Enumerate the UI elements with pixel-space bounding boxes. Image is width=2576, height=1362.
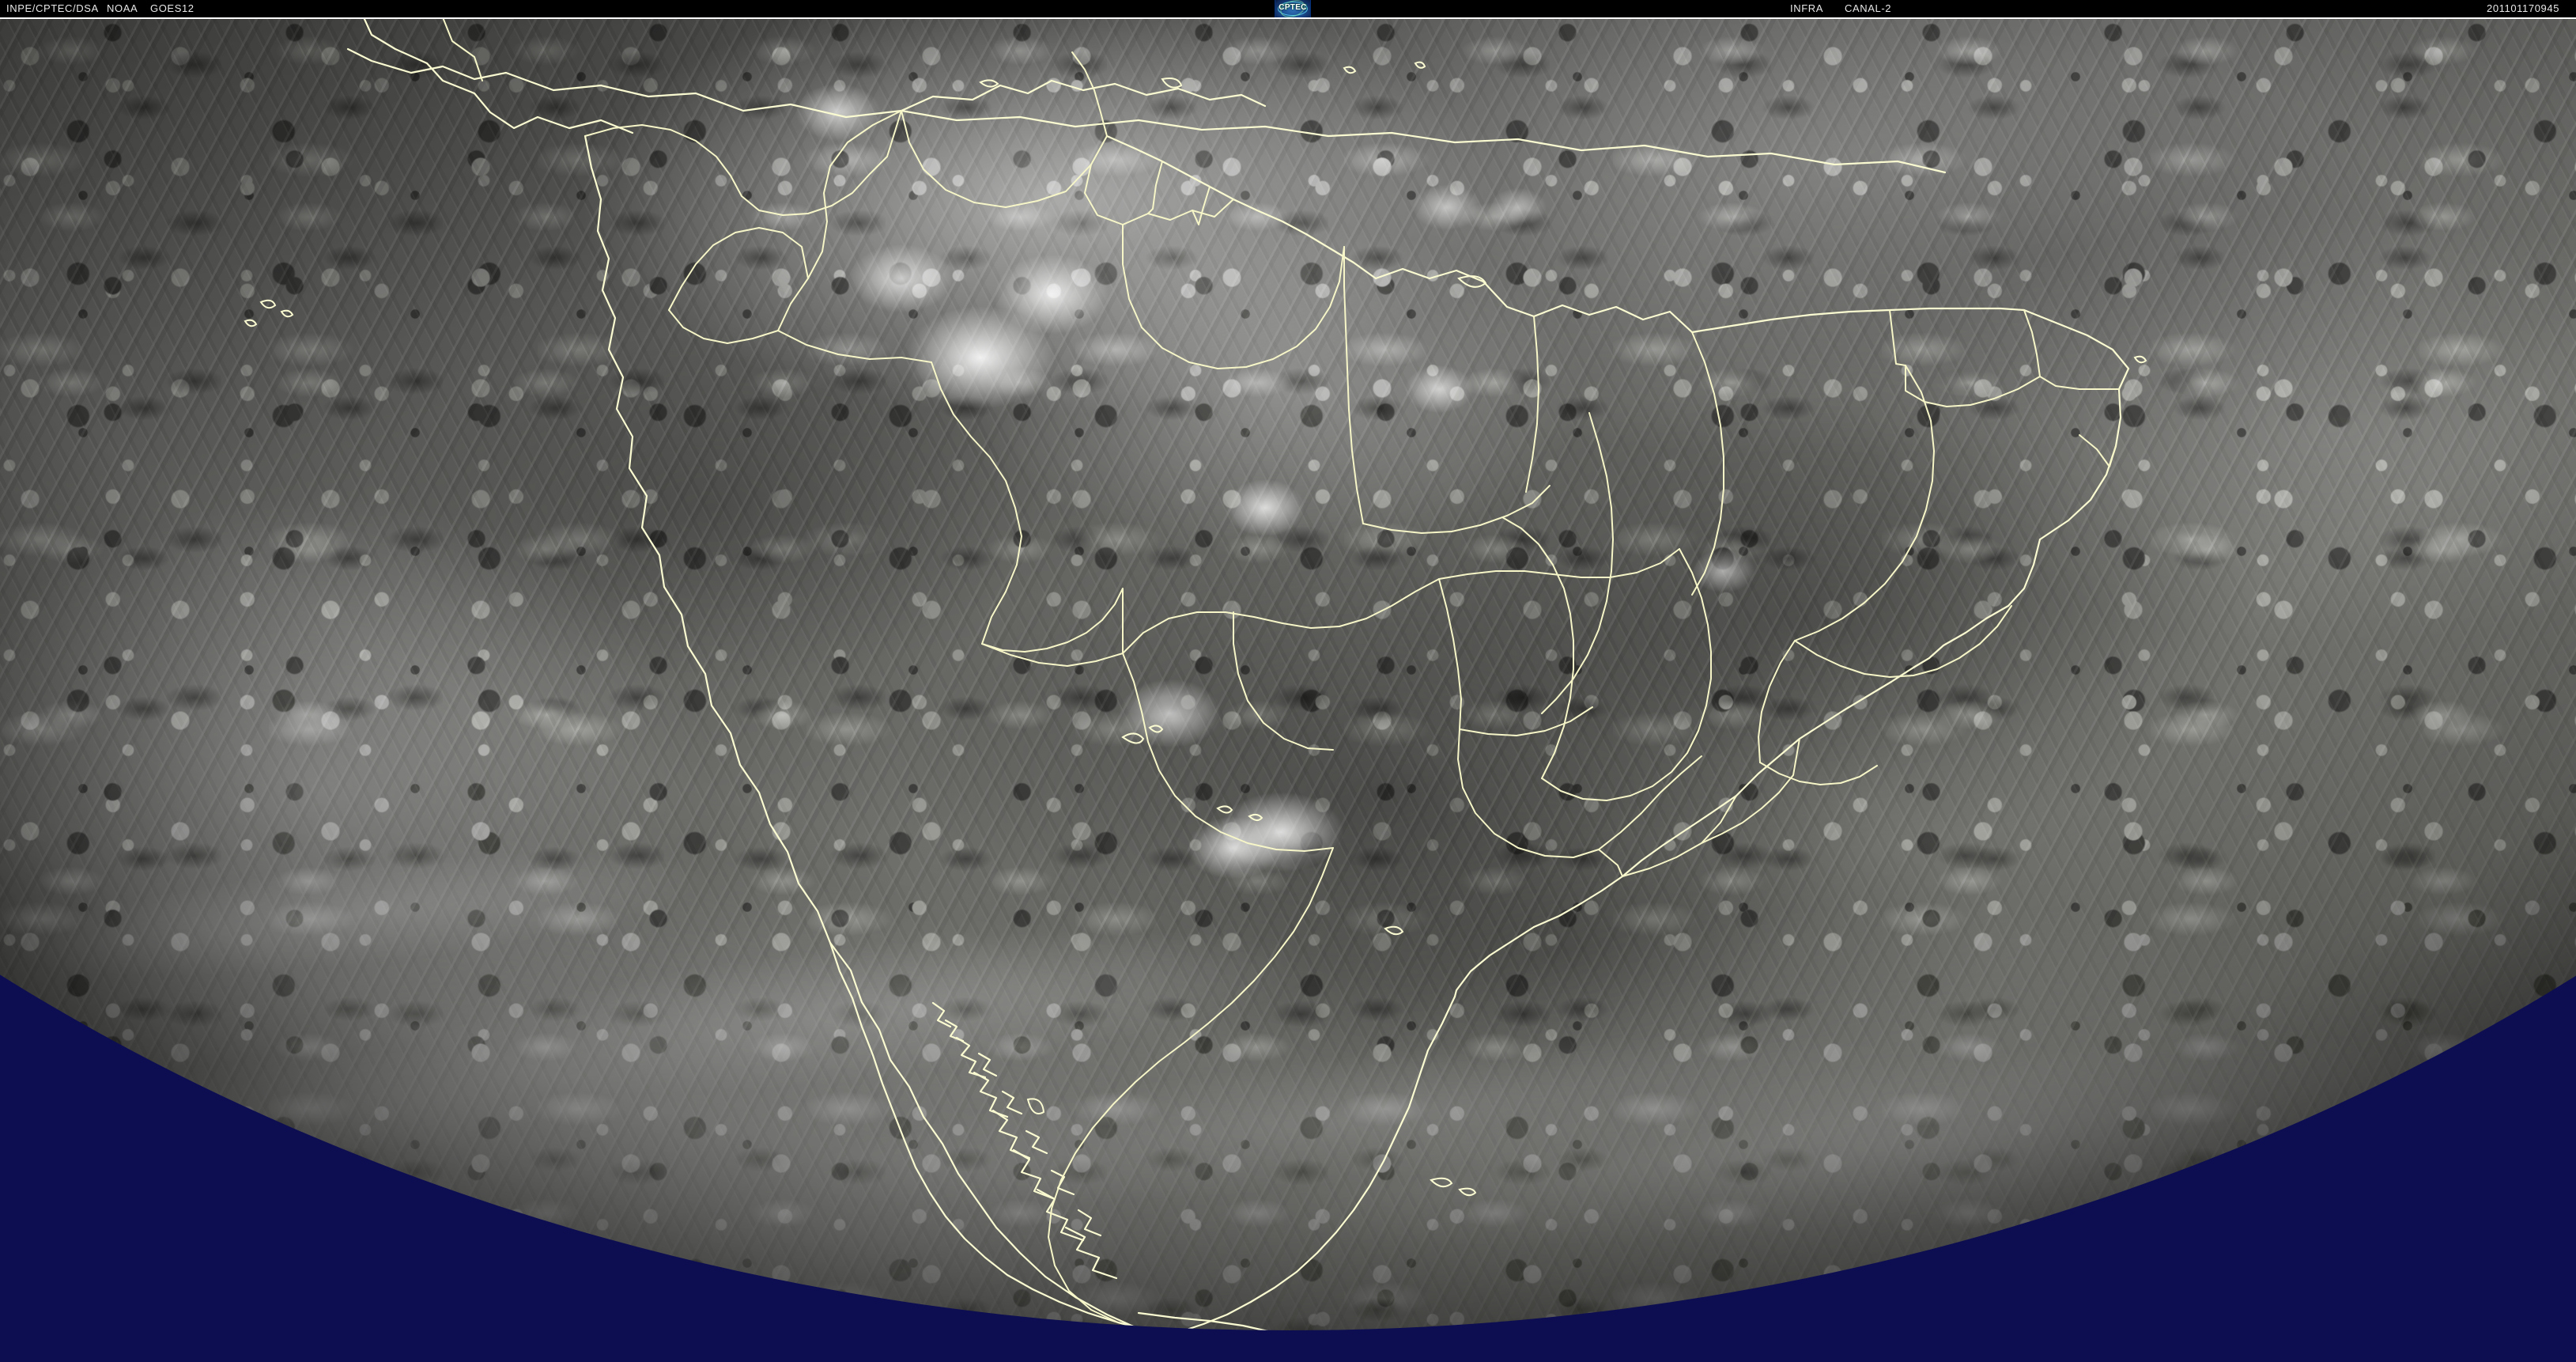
state-border-piaui <box>1691 331 1724 596</box>
island-fernando <box>2133 355 2147 364</box>
santa-catarina-coast <box>1735 737 1801 797</box>
border-guyana-suriname <box>1147 161 1163 214</box>
state-border-sc-rs <box>1701 738 1800 844</box>
logo-ring-outer <box>1278 2 1308 16</box>
logo-text: CPTEC <box>1279 3 1307 12</box>
timestamp-label: 201101170945 <box>2487 2 2560 14</box>
rio-coast <box>1912 617 1988 669</box>
state-border-sao-paulo <box>1758 640 1796 763</box>
espirito-santo-coast <box>1985 538 2042 620</box>
border-argentina-brazil <box>1598 755 1702 850</box>
island-small-b <box>1414 61 1426 69</box>
island-marajo <box>1457 275 1487 288</box>
venezuela-coast <box>900 79 1267 112</box>
border-bolivia-brazil <box>1122 578 1440 654</box>
border-uruguay-brazil <box>1622 795 1737 877</box>
channel-type-label: INFRA <box>1790 2 1823 14</box>
border-ecuador-peru <box>668 309 779 344</box>
border-paraguay-brazil <box>1459 706 1593 736</box>
coastline-svg <box>244 17 2147 1330</box>
limb-shading <box>0 17 2576 1330</box>
panama-coast <box>362 17 634 134</box>
panama-border <box>442 17 483 81</box>
state-border-minas <box>1794 605 2012 678</box>
lake-small-b <box>1248 813 1263 821</box>
organization-label: INPE/CPTEC/DSA <box>6 2 99 14</box>
island-small-a <box>1343 66 1357 74</box>
island-falkland-b <box>1458 1187 1477 1197</box>
border-bolivia-chile-argentina <box>1122 653 1334 852</box>
lake-small-a <box>1216 805 1233 814</box>
border-colombia-brazil <box>777 110 902 331</box>
uruguay-coast <box>1532 875 1624 929</box>
state-border-goias <box>1541 548 1712 801</box>
magellan-strait <box>1137 1311 1273 1330</box>
satellite-label: GOES12 <box>150 2 195 14</box>
state-border-roraima <box>1122 224 1345 369</box>
state-border-sergipe <box>2079 434 2117 467</box>
sao-paulo-coast <box>1798 666 1915 740</box>
state-border-mt-am <box>1362 485 1551 534</box>
lake-mar-chiquita <box>1384 925 1404 936</box>
island-chiloe <box>1026 1098 1045 1114</box>
rio-de-la-plata <box>1453 925 1535 998</box>
nordeste-coast <box>2023 308 2130 391</box>
map-vector-overlay <box>0 17 2576 1330</box>
state-border-mato-grosso <box>1438 548 1680 580</box>
header-banner: INPE/CPTEC/DSA NOAA GOES12 INFRA CANAL-2… <box>0 0 2576 17</box>
guianas-coast <box>1105 134 1235 201</box>
chile-fjords <box>931 1001 1118 1280</box>
earth-disk-image <box>0 17 2576 1330</box>
border-chile-argentina <box>1048 847 1334 1323</box>
border-paraguay-argentina <box>1457 728 1600 858</box>
channel-label: CANAL-2 <box>1845 2 1892 14</box>
andes-coast <box>829 941 1150 1330</box>
state-border-ceara <box>1889 309 1906 366</box>
border-peru-bolivia <box>981 643 1124 667</box>
amapa-coast <box>1232 198 1377 280</box>
border-venezuela-guyana <box>1071 51 1108 137</box>
border-bolivia-paraguay <box>1438 578 1462 730</box>
lake-poopo <box>1148 725 1164 733</box>
island-galapagos-c <box>244 319 258 327</box>
south-brazil-coast <box>1621 794 1738 878</box>
lake-titicaca <box>1121 732 1145 744</box>
state-border-amazonas-para <box>1343 246 1364 524</box>
caribbean-coast <box>346 47 1947 174</box>
island-galapagos-b <box>280 309 294 318</box>
border-venezuela-brazil <box>901 110 1092 208</box>
state-border-pe-al <box>1905 365 2041 407</box>
state-border-bahia <box>1794 365 1935 641</box>
bahia-coast <box>2038 388 2122 541</box>
header-rule <box>0 17 2576 19</box>
island-margarita <box>979 79 999 88</box>
state-border-para-maranhao <box>1525 316 1539 493</box>
state-border-rn-pb <box>2023 309 2120 390</box>
state-border-tocantins <box>1541 412 1614 714</box>
state-border-rondonia <box>1233 611 1334 751</box>
cptec-logo: CPTEC <box>1275 0 1311 17</box>
border-suriname-fguiana <box>1192 186 1211 225</box>
amazon-mouth-coast <box>1374 267 1535 318</box>
argentina-atlantic-coast <box>1153 995 1456 1330</box>
border-brazil-north <box>1084 135 1234 225</box>
border-venezuela-colombia-north <box>584 110 902 216</box>
maranhao-coast <box>1532 304 1694 334</box>
state-border-parana <box>1759 762 1878 785</box>
island-galapagos <box>259 299 277 309</box>
border-argentina-uruguay <box>1598 849 1623 877</box>
state-border-ms <box>1501 516 1574 779</box>
agency-label: NOAA <box>107 2 138 14</box>
state-border-acre <box>981 588 1124 654</box>
nordeste-north-coast <box>1690 307 2026 334</box>
border-colombia-peru <box>777 330 932 363</box>
pacific-coast-north <box>584 134 1140 1330</box>
border-peru-brazil <box>931 361 1022 645</box>
tierra-del-fuego <box>1146 1329 1314 1330</box>
border-ecuador-colombia <box>668 227 809 311</box>
island-trinidad <box>1161 78 1183 89</box>
island-falkland-a <box>1430 1177 1453 1188</box>
